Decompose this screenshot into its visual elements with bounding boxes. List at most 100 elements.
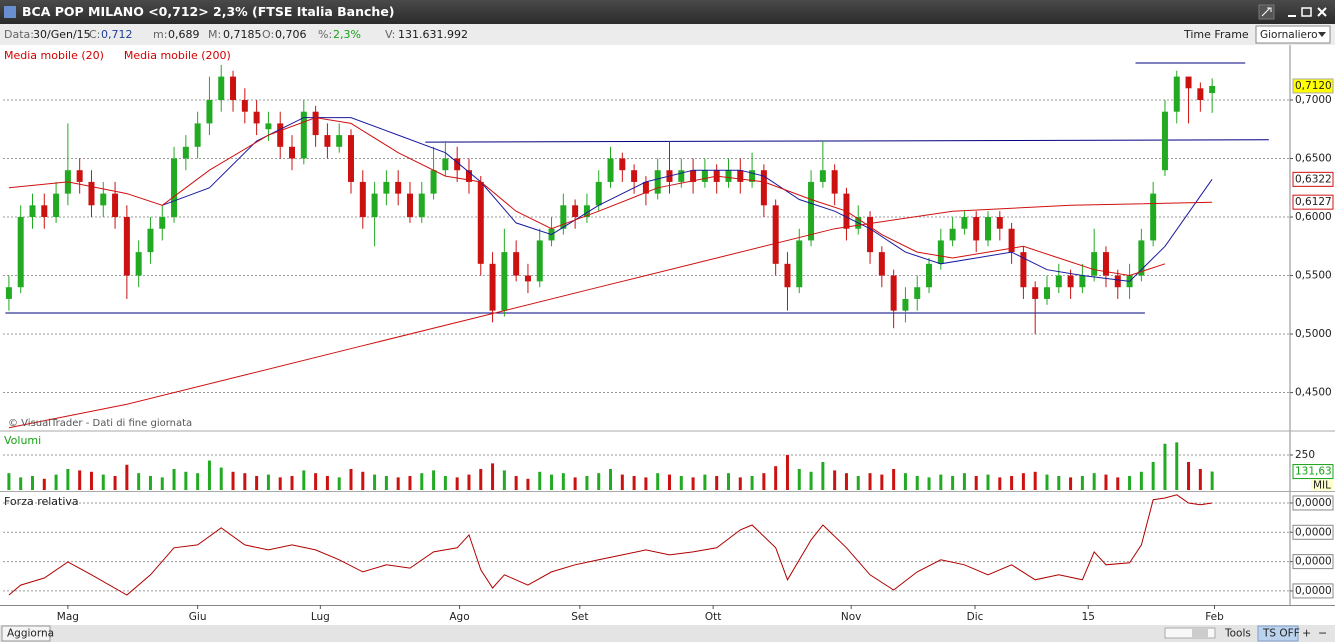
volume-bar: [349, 468, 353, 490]
volume-bar: [266, 474, 270, 490]
candle-body: [265, 123, 272, 130]
plots: 0,4500 0,5000 0,5500 0,6000 0,6500 0,7000 Medi…: [3, 49, 1334, 623]
candle-body: [973, 217, 980, 241]
volume-bar: [243, 473, 247, 490]
candle-body: [465, 170, 472, 182]
candle-body: [560, 205, 567, 229]
refresh-button[interactable]: [1, 625, 51, 642]
candle-body: [1114, 275, 1121, 288]
scrollbar[interactable]: [1164, 627, 1216, 639]
volume-bar: [479, 468, 483, 490]
candle-body: [218, 76, 225, 100]
volume-bar: [278, 477, 282, 490]
volume-bar: [231, 471, 235, 490]
volume-bar: [774, 466, 778, 490]
candle-body: [513, 252, 520, 276]
candle-body: [902, 298, 909, 311]
volume-bar: [66, 468, 70, 490]
candle-body: [1209, 85, 1216, 93]
volume-bar: [691, 477, 695, 490]
time-frame-label: Time Frame: [1183, 28, 1249, 41]
volume-bar: [656, 473, 660, 490]
tools-button[interactable]: Tools: [1224, 628, 1251, 640]
candle-body: [690, 170, 697, 182]
volume-bar: [1187, 461, 1191, 490]
volume-bar: [1104, 474, 1108, 490]
volume-bar: [632, 475, 636, 490]
close-button[interactable]: [1317, 7, 1327, 17]
info-label: C:: [89, 28, 100, 41]
volume-bar: [785, 454, 789, 490]
scroll-thumb[interactable]: [1192, 629, 1208, 637]
volume-bar: [361, 471, 365, 490]
candle-body: [41, 205, 48, 218]
volume-bar: [1151, 461, 1155, 490]
volume-marker-label: 131,63: [1295, 466, 1332, 478]
window-buttons[interactable]: [1258, 4, 1327, 20]
candle-body: [1079, 275, 1086, 288]
price-marker: [1292, 78, 1334, 94]
candle-body: [1173, 76, 1180, 112]
tick-box: [1292, 524, 1334, 540]
volume-bar: [679, 475, 683, 490]
volume-bar: [715, 475, 719, 490]
candle-body: [1032, 287, 1039, 299]
ts-label: TS OFF: [1262, 628, 1300, 640]
candle-body: [253, 111, 260, 124]
y-tick-label: 0,6500: [1295, 153, 1332, 165]
volume-bar: [1045, 474, 1049, 490]
info-value: 0,689: [168, 28, 200, 41]
info-value: 0,706: [275, 28, 307, 41]
zoom-in[interactable]: +: [1302, 627, 1311, 640]
volume-bar: [30, 475, 34, 490]
ts-button[interactable]: [1257, 625, 1299, 642]
zoom-out[interactable]: −: [1318, 627, 1327, 640]
candle-body: [171, 158, 178, 218]
candle-body: [1091, 252, 1098, 276]
x-tick-label: Lug: [311, 611, 330, 623]
volume-bar: [573, 477, 577, 490]
line: [162, 117, 1213, 282]
candle-body: [147, 228, 154, 253]
panel-title: Volumi: [4, 434, 41, 447]
volume-bar: [1010, 475, 1014, 490]
volume-bar: [443, 475, 447, 490]
time-frame-select[interactable]: [1255, 25, 1331, 44]
volume-bar: [538, 471, 542, 490]
candle-body: [324, 135, 331, 147]
candle-body: [112, 193, 119, 218]
volume-bar: [78, 470, 82, 490]
volume-bar: [668, 474, 672, 490]
candle-body: [678, 170, 685, 182]
volume-bar: [290, 475, 294, 490]
info-value: 0,7185: [223, 28, 262, 41]
volume-bar: [762, 473, 766, 490]
candle-body: [1008, 228, 1015, 253]
candle-body: [737, 170, 744, 182]
candle-body: [1197, 88, 1204, 100]
candle-body: [383, 181, 390, 194]
candle-body: [1055, 275, 1062, 288]
volume-bar: [491, 463, 495, 490]
tick-box: [1292, 495, 1334, 511]
price-marker: [1292, 171, 1334, 187]
volume-bar: [951, 475, 955, 490]
candle-body: [159, 217, 166, 229]
maximize-button[interactable]: [1301, 7, 1312, 17]
candle-body: [123, 217, 130, 276]
candle-body: [926, 263, 933, 288]
candle-body: [406, 193, 413, 218]
candle-body: [949, 228, 956, 241]
info-label: V:: [385, 28, 395, 41]
volume-bar: [125, 464, 129, 490]
candle-body: [100, 193, 107, 206]
volume-marker: [1292, 464, 1334, 480]
volume-bar: [750, 475, 754, 490]
candle-body: [371, 193, 378, 218]
info-label: %:: [318, 28, 332, 41]
volume-bar: [620, 474, 624, 490]
legend-entry: Media mobile (20): [4, 49, 104, 62]
line: [8, 494, 1213, 596]
info-value: 131.631.992: [398, 28, 468, 41]
volume-bar: [514, 475, 518, 490]
